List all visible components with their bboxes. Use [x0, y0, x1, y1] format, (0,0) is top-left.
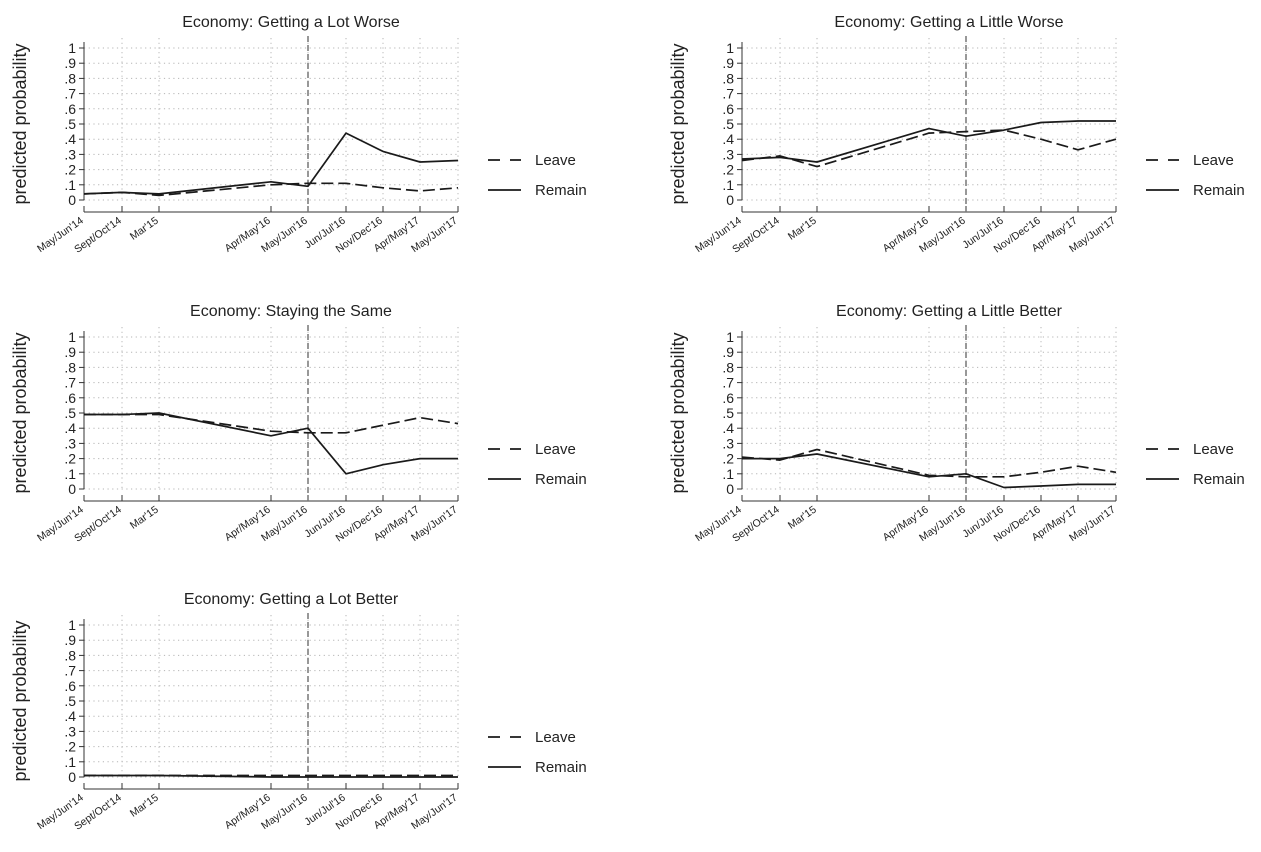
x-tick-label: Mar'15	[786, 504, 819, 532]
y-tick-label: 1	[68, 40, 76, 56]
chart-lot-worse: Economy: Getting a Lot Worse predicted pr…	[10, 14, 587, 256]
chart-title: Economy: Getting a Little Better	[836, 303, 1063, 320]
chart-title: Economy: Staying the Same	[190, 303, 392, 320]
y-tick-label: .1	[64, 466, 76, 482]
legend-label-leave: Leave	[1193, 441, 1234, 458]
y-tick-label: .8	[64, 647, 76, 663]
chart-lot-better: Economy: Getting a Lot Better predicted p…	[10, 591, 587, 833]
y-tick-label: .3	[64, 146, 76, 162]
panel-staying-same: Economy: Staying the Same predicted proba…	[0, 289, 620, 574]
y-tick-label: .9	[64, 344, 76, 360]
legend-label-leave: Leave	[535, 441, 576, 458]
y-tick-label: 1	[726, 329, 734, 345]
y-tick-label: .9	[64, 55, 76, 71]
chart-title: Economy: Getting a Lot Worse	[182, 14, 400, 31]
x-tick-label: Mar'15	[128, 215, 161, 243]
y-tick-label: .2	[64, 451, 76, 467]
legend-label-remain: Remain	[535, 182, 587, 199]
y-tick-label: .5	[722, 405, 734, 421]
y-tick-label: 1	[68, 617, 76, 633]
legend-label-leave: Leave	[535, 729, 576, 746]
x-tick-label: Mar'15	[786, 215, 819, 243]
chart-title: Economy: Getting a Little Worse	[834, 14, 1063, 31]
y-tick-label: .6	[64, 678, 76, 694]
y-tick-label: .6	[64, 390, 76, 406]
y-tick-label: .3	[722, 146, 734, 162]
y-tick-label: .9	[64, 632, 76, 648]
legend-label-remain: Remain	[1193, 471, 1245, 488]
series-line-remain	[83, 132, 459, 195]
series-line-remain	[84, 774, 458, 778]
chart-staying-same: Economy: Staying the Same predicted proba…	[10, 303, 587, 545]
y-axis-label: predicted probability	[668, 43, 688, 204]
panel-lot-better: Economy: Getting a Lot Better predicted p…	[0, 577, 620, 852]
legend-label-remain: Remain	[1193, 182, 1245, 199]
panel-little-worse: Economy: Getting a Little Worse predicted…	[658, 0, 1261, 285]
x-tick-label: Mar'15	[128, 504, 161, 532]
y-tick-label: .7	[722, 86, 734, 102]
panel-little-better: Economy: Getting a Little Better predicte…	[658, 289, 1261, 574]
y-tick-label: .8	[722, 70, 734, 86]
legend-label-leave: Leave	[1193, 152, 1234, 169]
y-tick-label: .9	[722, 55, 734, 71]
y-tick-label: .1	[722, 466, 734, 482]
y-tick-label: .3	[722, 435, 734, 451]
y-axis-label: predicted probability	[10, 332, 30, 493]
y-tick-label: .2	[722, 451, 734, 467]
y-tick-label: .1	[64, 177, 76, 193]
chart-little-better: Economy: Getting a Little Better predicte…	[668, 303, 1245, 545]
y-tick-label: .5	[64, 693, 76, 709]
y-tick-label: .8	[64, 70, 76, 86]
chart-little-worse: Economy: Getting a Little Worse predicted…	[668, 14, 1245, 256]
chart-title: Economy: Getting a Lot Better	[184, 591, 399, 608]
y-tick-label: .2	[64, 162, 76, 178]
y-tick-label: .4	[722, 420, 734, 436]
legend-label-leave: Leave	[535, 152, 576, 169]
y-tick-label: .5	[64, 405, 76, 421]
y-tick-label: 1	[68, 329, 76, 345]
series-line-remain	[742, 453, 1116, 489]
series-line-remain	[741, 120, 1116, 163]
y-tick-label: .6	[722, 390, 734, 406]
y-tick-label: .6	[64, 101, 76, 117]
y-tick-label: .4	[64, 708, 76, 724]
y-tick-label: .1	[64, 754, 76, 770]
y-tick-label: .8	[722, 359, 734, 375]
y-tick-label: 0	[726, 481, 734, 497]
y-tick-label: 0	[726, 192, 734, 208]
series-line-leave	[84, 413, 459, 434]
y-tick-label: .2	[722, 162, 734, 178]
x-tick-label: Mar'15	[128, 792, 161, 820]
y-tick-label: .6	[722, 101, 734, 117]
y-tick-label: .1	[722, 177, 734, 193]
y-tick-label: .8	[64, 359, 76, 375]
y-tick-label: .3	[64, 435, 76, 451]
y-tick-label: 0	[68, 192, 76, 208]
y-tick-label: .5	[722, 116, 734, 132]
y-tick-label: .4	[64, 131, 76, 147]
series-line-remain	[84, 412, 458, 475]
series-line-leave	[741, 448, 1117, 478]
y-tick-label: .3	[64, 723, 76, 739]
y-tick-label: 1	[726, 40, 734, 56]
y-tick-label: .4	[64, 420, 76, 436]
legend-label-remain: Remain	[535, 471, 587, 488]
panel-lot-worse: Economy: Getting a Lot Worse predicted pr…	[0, 0, 620, 285]
series-line-leave	[83, 182, 459, 197]
y-tick-label: .7	[722, 375, 734, 391]
y-tick-label: .7	[64, 86, 76, 102]
y-axis-label: predicted probability	[668, 332, 688, 493]
y-axis-label: predicted probability	[10, 620, 30, 781]
y-tick-label: .7	[64, 663, 76, 679]
y-axis-label: predicted probability	[10, 43, 30, 204]
y-tick-label: 0	[68, 481, 76, 497]
y-tick-label: .9	[722, 344, 734, 360]
y-tick-label: .4	[722, 131, 734, 147]
y-tick-label: 0	[68, 769, 76, 785]
y-tick-label: .2	[64, 739, 76, 755]
y-tick-label: .7	[64, 375, 76, 391]
y-tick-label: .5	[64, 116, 76, 132]
legend-label-remain: Remain	[535, 759, 587, 776]
